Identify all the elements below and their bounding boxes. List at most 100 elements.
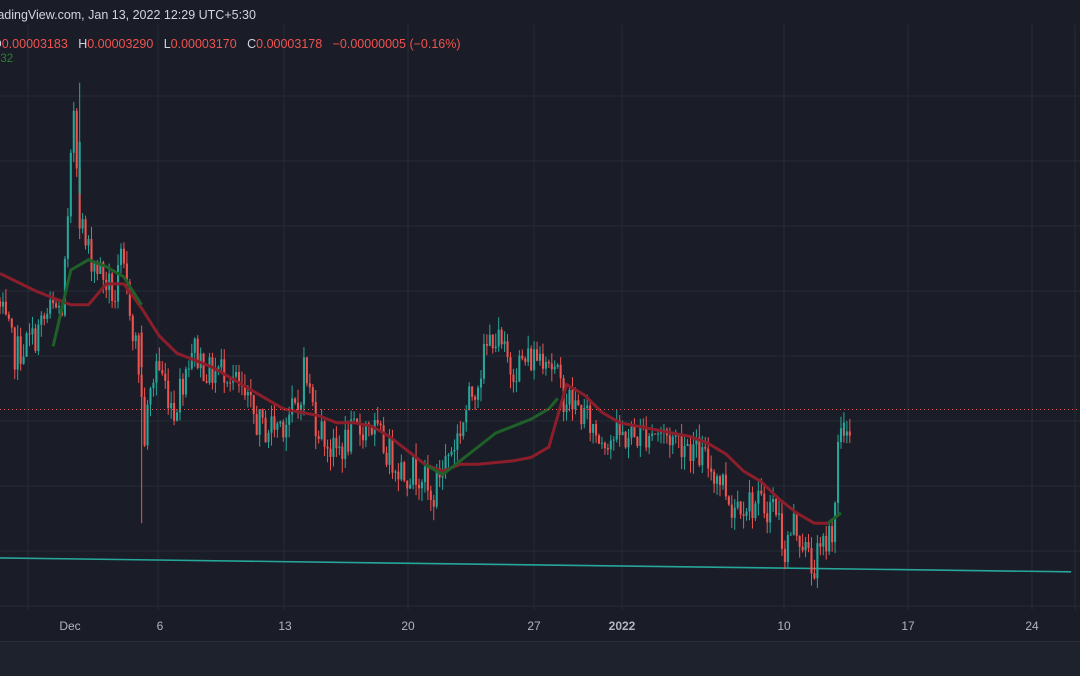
candle-body	[488, 334, 491, 346]
candle-body	[291, 398, 294, 415]
candle-body	[350, 419, 353, 452]
candle-body	[639, 425, 642, 446]
candle-body	[226, 382, 229, 384]
candle-body	[55, 303, 58, 308]
candle-body	[143, 396, 146, 446]
candle-body	[789, 534, 792, 536]
candle-body	[302, 357, 305, 405]
chart-title: TradingView.com, Jan 13, 2022 12:29 UTC+…	[0, 8, 256, 22]
candle-body	[459, 433, 462, 437]
candle-body	[193, 338, 196, 353]
candle-body	[695, 437, 698, 445]
candle-body	[379, 423, 382, 426]
candle-body	[255, 414, 258, 435]
moving-average-fast	[51, 258, 143, 347]
candle-body	[689, 444, 692, 462]
candle-body	[261, 409, 264, 418]
candle-body	[813, 573, 816, 579]
candle-body	[205, 381, 208, 383]
time-axis-label: 17	[901, 619, 915, 633]
candle-body	[783, 548, 786, 563]
candle-body	[568, 389, 571, 405]
candle-body	[503, 341, 506, 345]
candle-body	[686, 444, 689, 447]
candle-body	[447, 454, 450, 457]
time-axis-label: 6	[157, 619, 164, 633]
candle-body	[651, 433, 654, 436]
candle-body	[426, 466, 429, 491]
low-label: L	[163, 37, 171, 51]
candle-body	[140, 332, 143, 368]
candle-body	[152, 382, 155, 389]
candle-body	[592, 423, 595, 433]
candle-body	[208, 357, 211, 383]
candle-body	[553, 366, 556, 370]
candle-body	[727, 496, 730, 505]
candle-body	[382, 425, 385, 453]
candle-body	[837, 441, 840, 503]
candle-body	[786, 535, 789, 563]
candle-body	[692, 444, 695, 462]
candle-body	[450, 451, 453, 455]
candle-body	[273, 416, 276, 430]
candle-body	[739, 501, 742, 515]
moving-average-fast	[826, 511, 842, 525]
candle-body	[633, 426, 636, 437]
candle-body	[403, 462, 406, 481]
candle-body	[376, 420, 379, 424]
candle-body	[220, 359, 223, 368]
candle-body	[541, 353, 544, 369]
candle-body	[845, 431, 848, 436]
candle-body	[370, 427, 373, 435]
candle-body	[93, 263, 96, 272]
candle-body	[754, 503, 757, 519]
candle-body	[659, 432, 663, 434]
candle-body	[96, 263, 99, 274]
bottom-toolbar	[0, 641, 1080, 676]
candle-body	[170, 403, 173, 409]
candle-body	[630, 426, 633, 438]
candle-body	[565, 404, 568, 412]
candle-body	[199, 353, 202, 369]
candle-body	[69, 152, 72, 217]
candle-body	[465, 410, 468, 423]
candle-body	[583, 408, 586, 425]
candle-body	[114, 301, 117, 303]
candle-body	[288, 414, 291, 425]
time-axis-label: Dec	[59, 619, 80, 633]
candle-body	[757, 490, 760, 504]
candle-body	[335, 437, 338, 449]
time-axis-label: 13	[278, 619, 292, 633]
candle-body	[538, 353, 542, 361]
candle-body	[831, 526, 834, 543]
candle-body	[214, 371, 217, 383]
candle-body	[258, 409, 261, 435]
candle-body	[99, 262, 102, 274]
candle-body	[22, 356, 25, 364]
candle-body	[636, 436, 639, 446]
candle-body	[518, 355, 521, 382]
time-axis-label: 10	[777, 619, 791, 633]
candle-body	[332, 437, 335, 457]
candle-body	[176, 412, 179, 421]
candle-body	[842, 422, 845, 430]
change-value: −0.00000005 (−0.16%)	[332, 37, 461, 51]
candle-body	[49, 299, 52, 314]
candle-body	[621, 431, 624, 435]
candle-body	[158, 361, 161, 371]
candle-body	[828, 526, 831, 552]
candle-body	[586, 405, 589, 409]
candle-body	[777, 513, 781, 515]
candle-body	[184, 369, 187, 395]
price-chart[interactable]: Dec 6 13 20 27 2022 10 17 24	[0, 0, 1080, 641]
candle-body	[792, 513, 795, 535]
candle-body	[597, 435, 601, 444]
candle-body	[237, 372, 241, 386]
candle-body	[81, 219, 84, 229]
candle-body	[713, 471, 716, 484]
candle-body	[305, 357, 308, 384]
candle-body	[721, 474, 724, 486]
open-label: O	[0, 37, 2, 51]
candle-body	[406, 480, 409, 489]
